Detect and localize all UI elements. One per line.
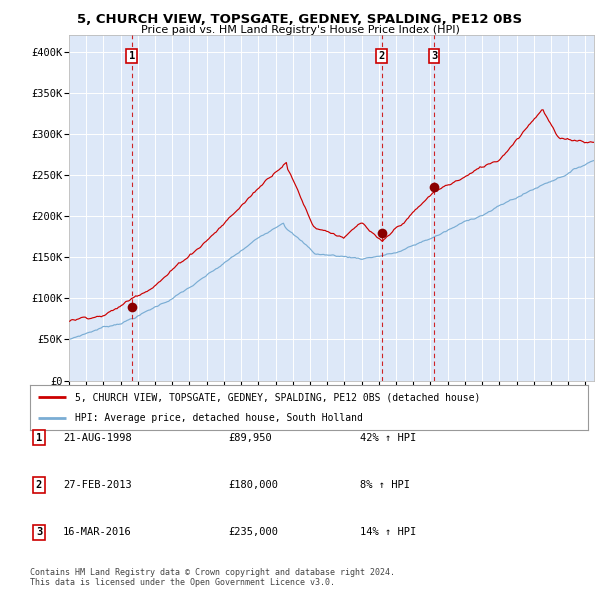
Text: Contains HM Land Registry data © Crown copyright and database right 2024.: Contains HM Land Registry data © Crown c… xyxy=(30,568,395,576)
Text: 8% ↑ HPI: 8% ↑ HPI xyxy=(360,480,410,490)
Text: 5, CHURCH VIEW, TOPSGATE, GEDNEY, SPALDING, PE12 0BS (detached house): 5, CHURCH VIEW, TOPSGATE, GEDNEY, SPALDI… xyxy=(74,392,480,402)
Text: £180,000: £180,000 xyxy=(228,480,278,490)
Text: 5, CHURCH VIEW, TOPSGATE, GEDNEY, SPALDING, PE12 0BS: 5, CHURCH VIEW, TOPSGATE, GEDNEY, SPALDI… xyxy=(77,13,523,26)
Text: 21-AUG-1998: 21-AUG-1998 xyxy=(63,433,132,442)
Text: 2: 2 xyxy=(379,51,385,61)
Text: 3: 3 xyxy=(431,51,437,61)
Text: HPI: Average price, detached house, South Holland: HPI: Average price, detached house, Sout… xyxy=(74,412,362,422)
Text: 1: 1 xyxy=(36,433,42,442)
Text: 16-MAR-2016: 16-MAR-2016 xyxy=(63,527,132,537)
Text: 3: 3 xyxy=(36,527,42,537)
Text: 1: 1 xyxy=(128,51,135,61)
Text: 42% ↑ HPI: 42% ↑ HPI xyxy=(360,433,416,442)
Text: £89,950: £89,950 xyxy=(228,433,272,442)
Text: 14% ↑ HPI: 14% ↑ HPI xyxy=(360,527,416,537)
Text: £235,000: £235,000 xyxy=(228,527,278,537)
Text: 2: 2 xyxy=(36,480,42,490)
Text: Price paid vs. HM Land Registry's House Price Index (HPI): Price paid vs. HM Land Registry's House … xyxy=(140,25,460,35)
Text: 27-FEB-2013: 27-FEB-2013 xyxy=(63,480,132,490)
Text: This data is licensed under the Open Government Licence v3.0.: This data is licensed under the Open Gov… xyxy=(30,578,335,587)
